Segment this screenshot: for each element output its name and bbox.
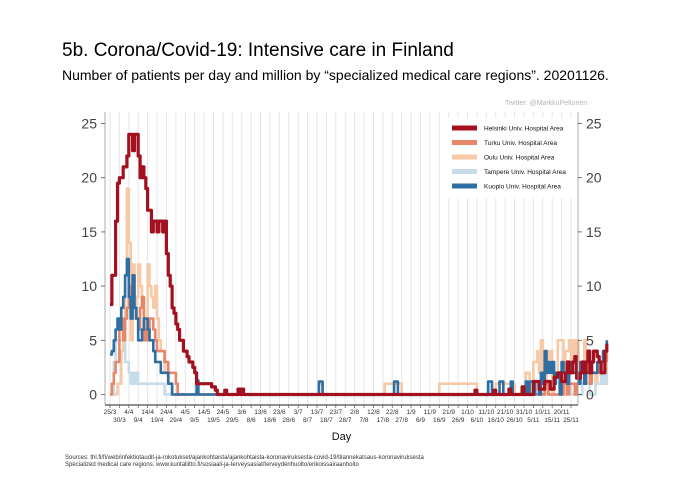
x-tick-label: 14/4 bbox=[141, 409, 154, 416]
x-tick-label: 23/6 bbox=[273, 409, 286, 416]
x-tick-label: 29/5 bbox=[226, 417, 239, 424]
x-tick-label: 31/10 bbox=[516, 409, 533, 416]
chart-title: 5b. Corona/Covid-19: Intensive care in F… bbox=[62, 40, 454, 61]
x-tick-label: 13/7 bbox=[311, 409, 324, 416]
x-tick-label: 6/9 bbox=[416, 417, 425, 424]
x-tick-label: 13/6 bbox=[254, 409, 267, 416]
x-tick-label: 24/4 bbox=[160, 409, 173, 416]
legend: Helsinki Univ. Hospital Area Turku Univ. … bbox=[448, 118, 572, 198]
x-tick-label: 19/4 bbox=[151, 417, 164, 424]
x-tick-label: 12/8 bbox=[367, 409, 380, 416]
x-tick-label: 8/7 bbox=[303, 417, 312, 424]
x-tick-label: 21/10 bbox=[497, 409, 514, 416]
x-tick-label: 6/10 bbox=[471, 417, 484, 424]
x-tick-label: 25/11 bbox=[563, 417, 579, 424]
x-tick-label: 30/3 bbox=[113, 417, 126, 424]
y-tick-label-left: 20 bbox=[81, 170, 97, 186]
x-tick-label: 24/5 bbox=[217, 409, 230, 416]
y-tick-label-right: 20 bbox=[586, 170, 602, 186]
y-tick-label-right: 5 bbox=[586, 332, 594, 348]
x-tick-label: 8/6 bbox=[247, 417, 256, 424]
x-tick-label: 19/5 bbox=[207, 417, 220, 424]
x-tick-label: 3/7 bbox=[294, 409, 303, 416]
x-tick-label: 28/7 bbox=[339, 417, 352, 424]
source-line-2: Specialized medical care regions: www.ku… bbox=[65, 462, 359, 468]
legend-label: Oulu Univ. Hospital Area bbox=[484, 155, 555, 162]
legend-label: Turku Univ. Hospital Area bbox=[484, 140, 557, 147]
legend-label: Tampere Univ. Hospital Area bbox=[484, 169, 566, 176]
x-tick-label: 14/5 bbox=[198, 409, 211, 416]
x-tick-label: 18/6 bbox=[264, 417, 277, 424]
x-tick-label: 3/6 bbox=[237, 409, 246, 416]
twitter-credit: Twitter: @MarkkuPeltonen bbox=[505, 100, 588, 107]
x-tick-label: 11/10 bbox=[478, 409, 494, 416]
x-tick-label: 4/4 bbox=[124, 409, 133, 416]
y-tick-label-left: 5 bbox=[89, 332, 97, 348]
x-tick-label: 22/8 bbox=[386, 409, 399, 416]
x-tick-label: 9/4 bbox=[134, 417, 143, 424]
x-tick-label: 9/5 bbox=[190, 417, 199, 424]
x-tick-label: 26/10 bbox=[506, 417, 523, 424]
x-tick-label: 2/8 bbox=[350, 409, 359, 416]
x-tick-label: 20/11 bbox=[554, 409, 570, 416]
x-tick-label: 4/5 bbox=[181, 409, 190, 416]
x-tick-label: 23/7 bbox=[329, 409, 342, 416]
legend-label: Helsinki Univ. Hospital Area bbox=[484, 126, 564, 133]
x-tick-label: 10/11 bbox=[535, 409, 551, 416]
source-line-1: Sources: thl.fi/fi/web/infektiotaudit-ja… bbox=[65, 455, 424, 461]
x-tick-label: 5/11 bbox=[527, 417, 540, 424]
x-tick-label: 26/9 bbox=[452, 417, 465, 424]
x-tick-label: 28/6 bbox=[282, 417, 295, 424]
x-tick-label: 16/9 bbox=[433, 417, 446, 424]
x-axis-title: Day bbox=[332, 431, 352, 443]
x-tick-label: 1/9 bbox=[407, 409, 416, 416]
y-tick-label-left: 25 bbox=[81, 116, 97, 132]
x-tick-label: 16/10 bbox=[488, 417, 505, 424]
y-tick-label-right: 15 bbox=[586, 224, 602, 240]
x-tick-label: 29/4 bbox=[170, 417, 183, 424]
y-tick-label-left: 0 bbox=[89, 387, 97, 403]
series-lines bbox=[110, 132, 609, 397]
y-tick-label-right: 0 bbox=[586, 387, 594, 403]
y-tick-label-left: 15 bbox=[81, 224, 97, 240]
x-tick-label: 7/8 bbox=[359, 417, 368, 424]
x-tick-label: 18/7 bbox=[320, 417, 333, 424]
chart-subtitle: Number of patients per day and million b… bbox=[62, 67, 609, 83]
series-line-1 bbox=[110, 132, 609, 397]
y-tick-label-right: 25 bbox=[586, 116, 602, 132]
x-tick-label: 11/9 bbox=[424, 409, 437, 416]
x-tick-label: 15/11 bbox=[544, 417, 560, 424]
x-tick-label: 17/8 bbox=[377, 417, 390, 424]
x-tick-label: 21/9 bbox=[442, 409, 455, 416]
x-tick-label: 27/8 bbox=[395, 417, 408, 424]
y-tick-label-left: 10 bbox=[81, 278, 97, 294]
x-tick-label: 25/3 bbox=[104, 409, 117, 416]
x-tick-label: 1/10 bbox=[461, 409, 474, 416]
legend-label: Kuopio Univ. Hospital Area bbox=[484, 184, 561, 191]
y-tick-label-right: 10 bbox=[586, 278, 602, 294]
